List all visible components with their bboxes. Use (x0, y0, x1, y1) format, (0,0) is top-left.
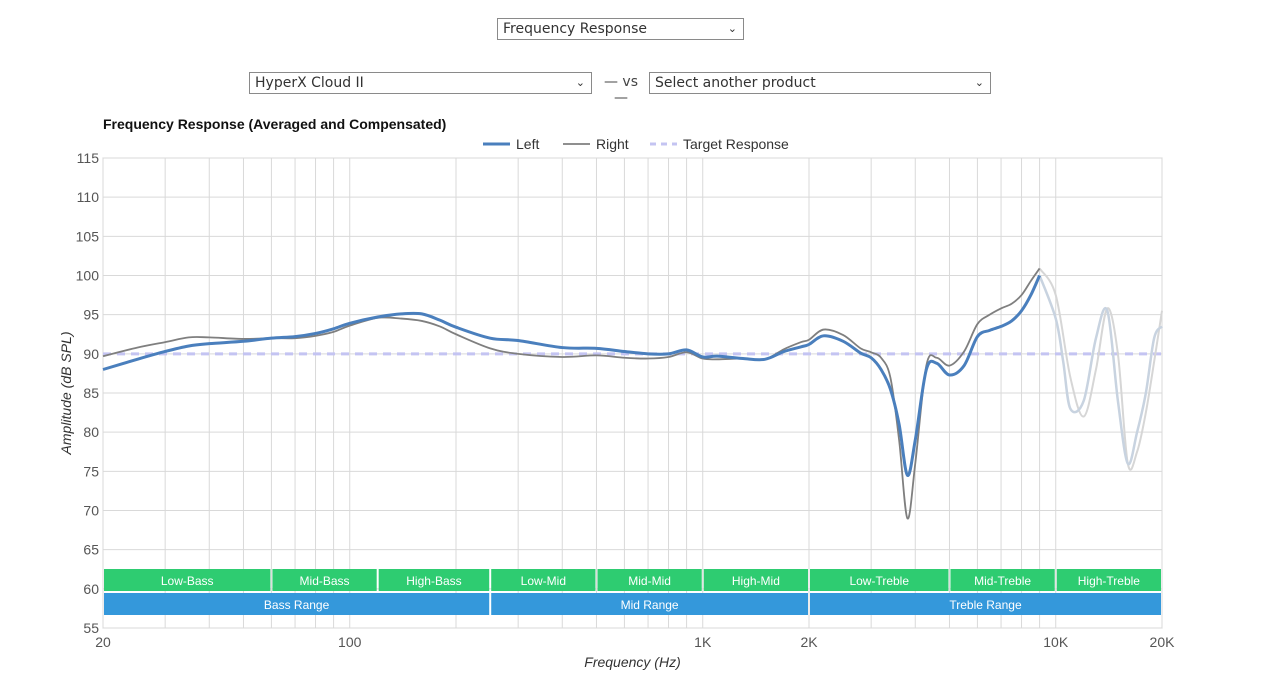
y-tick-label: 100 (76, 268, 100, 284)
band-label: Mid-Bass (300, 574, 350, 588)
chart-title: Frequency Response (Averaged and Compens… (103, 116, 446, 132)
y-tick-label: 85 (83, 385, 99, 401)
vs-label: — vs — (603, 74, 639, 106)
band-mid-bass (272, 569, 377, 591)
right-series-line (102, 267, 1041, 520)
band-low-bass (104, 569, 271, 591)
band-mid-treble (950, 569, 1055, 591)
chevron-down-icon: ⌄ (974, 76, 984, 89)
y-tick-label: 105 (76, 228, 100, 244)
y-tick-label: 65 (83, 542, 99, 558)
right-series-tail-line (1038, 267, 1163, 471)
band-treble-range (810, 593, 1161, 615)
legend-label: Right (596, 136, 629, 152)
left-series-tail-line (1038, 275, 1164, 466)
y-tick-label: 90 (83, 346, 99, 362)
legend-label: Left (516, 136, 539, 152)
band-label: Low-Treble (849, 574, 909, 588)
chevron-down-icon: ⌄ (727, 22, 737, 35)
x-tick-label: 20 (95, 634, 111, 650)
band-label: High-Treble (1078, 574, 1141, 588)
y-tick-label: 70 (83, 503, 99, 519)
band-mid-mid (597, 569, 702, 591)
x-axis-label: Frequency (Hz) (584, 654, 680, 670)
band-label: High-Mid (732, 574, 780, 588)
product-select[interactable]: HyperX Cloud II ⌄ (249, 72, 592, 94)
y-tick-label: 60 (83, 581, 99, 597)
x-tick-label: 10K (1043, 634, 1069, 650)
measurement-select-value: Frequency Response (503, 21, 648, 37)
y-tick-label: 115 (77, 150, 100, 166)
x-tick-label: 20K (1150, 634, 1176, 650)
x-tick-label: 1K (694, 634, 712, 650)
legend-label: Target Response (683, 136, 789, 152)
band-low-treble (810, 569, 949, 591)
band-label: Bass Range (264, 598, 330, 612)
y-axis-label: Amplitude (dB SPL) (58, 332, 74, 456)
band-label: Mid Range (621, 598, 679, 612)
band-label: Treble Range (949, 598, 1022, 612)
left-series-line (102, 274, 1041, 477)
y-tick-label: 75 (83, 463, 99, 479)
band-high-treble (1056, 569, 1161, 591)
chevron-down-icon: ⌄ (575, 76, 585, 89)
measurement-select[interactable]: Frequency Response ⌄ (497, 18, 744, 40)
compare-product-select[interactable]: Select another product ⌄ (649, 72, 991, 94)
band-label: High-Bass (406, 574, 461, 588)
x-tick-label: 100 (338, 634, 362, 650)
band-bass-range (104, 593, 490, 615)
product-select-value: HyperX Cloud II (255, 75, 364, 91)
band-label: Mid-Mid (628, 574, 671, 588)
y-tick-label: 80 (83, 424, 99, 440)
x-tick-label: 2K (800, 634, 818, 650)
band-high-bass (378, 569, 490, 591)
y-tick-label: 55 (83, 620, 99, 636)
band-low-mid (491, 569, 596, 591)
band-label: Low-Mid (521, 574, 566, 588)
band-high-mid (703, 569, 808, 591)
band-label: Low-Bass (161, 574, 214, 588)
y-tick-label: 110 (77, 189, 100, 205)
y-tick-label: 95 (83, 307, 99, 323)
chart-legend: Left Right Target Response (483, 136, 789, 152)
band-label: Mid-Treble (974, 574, 1031, 588)
band-mid-range (491, 593, 808, 615)
compare-select-value: Select another product (655, 75, 816, 91)
